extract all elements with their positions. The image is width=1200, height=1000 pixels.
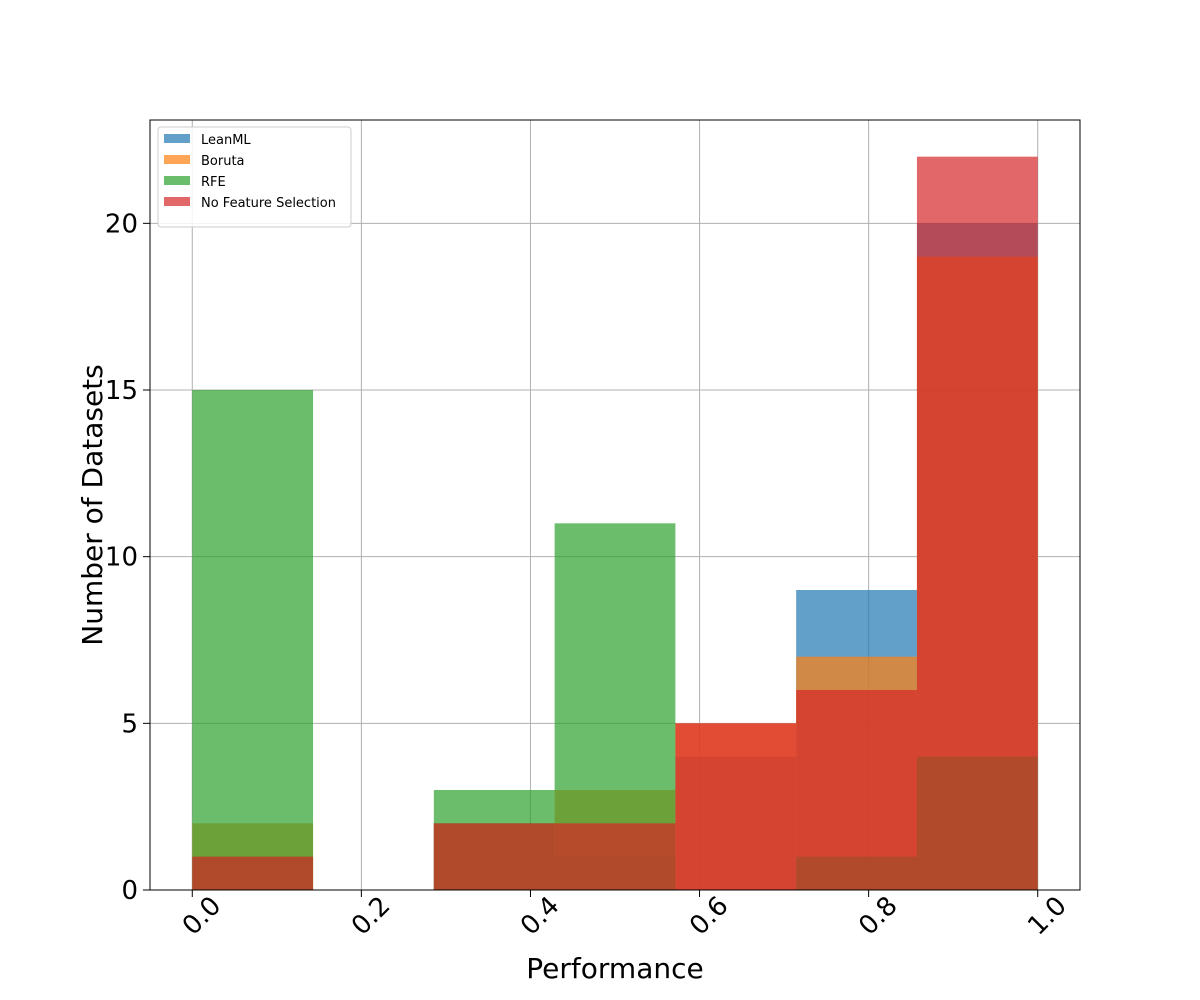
bar-no-feature-selection-bin-6 (916, 156, 1038, 890)
x-tick-label: 0.0 (177, 891, 227, 941)
y-tick-label: 5 (121, 709, 138, 739)
legend-label: RFE (201, 175, 226, 190)
bar-no-feature-selection-bin-2 (433, 823, 555, 890)
x-axis-label: Performance (526, 952, 703, 985)
bar-no-feature-selection-bin-4 (675, 723, 797, 890)
legend-swatch (164, 197, 190, 206)
y-tick-label: 0 (121, 876, 138, 906)
x-tick-label: 0.2 (346, 891, 396, 941)
legend-swatch (164, 134, 190, 143)
plot-frame (149, 119, 1081, 891)
legend-box (157, 126, 352, 228)
legend-label: LeanML (201, 133, 251, 148)
legend-swatch (164, 176, 190, 185)
histogram-bars (192, 156, 1038, 891)
x-tick-label: 0.8 (853, 891, 903, 941)
bar-no-feature-selection-bin-5 (796, 690, 917, 890)
x-tick-label: 0.6 (684, 891, 734, 941)
bar-no-feature-selection-bin-0 (192, 856, 314, 890)
y-tick-label: 15 (105, 376, 138, 406)
legend: LeanML Boruta RFE No Feature Selection (157, 126, 352, 228)
y-axis-label: Number of Datasets (76, 364, 109, 646)
legend-swatch (164, 155, 190, 164)
y-tick-label: 20 (105, 209, 138, 239)
bar-no-feature-selection-bin-3 (554, 823, 676, 890)
y-tick-label: 10 (105, 543, 138, 573)
x-tick-label: 1.0 (1022, 891, 1072, 941)
x-tick-label: 0.4 (515, 891, 565, 941)
legend-label: No Feature Selection (201, 196, 336, 211)
legend-label: Boruta (201, 154, 245, 169)
bar-rfe-bin-0 (192, 390, 314, 890)
